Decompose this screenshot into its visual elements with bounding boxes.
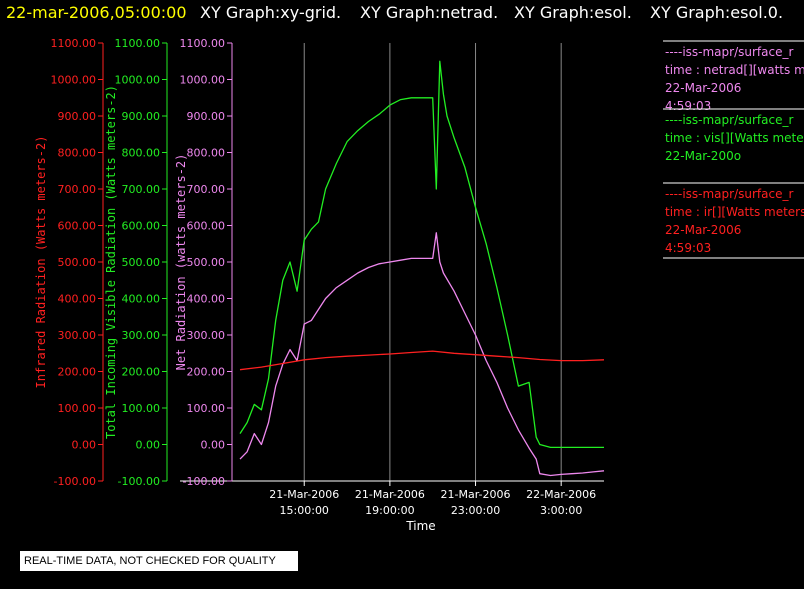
y-tick-label-ir: 700.00 [58, 183, 97, 196]
y-tick-label-vis: 100.00 [122, 402, 161, 415]
axes: 21-Mar-2006 15:00:00 21-Mar-2006 19:00:00 21… [34, 37, 604, 517]
tab-esol-0[interactable]: XY Graph:esol.0. [650, 3, 783, 22]
y-tick-label-vis: -100.00 [118, 475, 160, 488]
y-tick-label-ir: -100.00 [54, 475, 96, 488]
y-tick-label-net: 1100.00 [180, 37, 226, 50]
y-tick-label-vis: 700.00 [122, 183, 161, 196]
y-tick-label-net: 1000.00 [180, 74, 226, 87]
x-tick-date: 21-Mar-2006 [441, 488, 511, 501]
y-axis-label-vis: Total Incoming Visible Radiation (Watts … [104, 85, 118, 439]
x-tick-date: 21-Mar-2006 [355, 488, 425, 501]
y-tick-label-ir: 0.00 [72, 439, 97, 452]
x-tick-time: 23:00:00 [451, 504, 500, 517]
y-tick-label-net: -100.00 [183, 475, 225, 488]
y-tick-label-vis: 500.00 [122, 256, 161, 269]
series-line-ir [239, 350, 605, 371]
legend-entry-ir-line: ----iss-mapr/surface_r [665, 187, 793, 201]
y-tick-label-ir: 300.00 [58, 329, 97, 342]
y-tick-label-vis: 300.00 [122, 329, 161, 342]
legend-entry-vis-line: time : vis[][Watts mete [665, 131, 804, 145]
y-tick-label-net: 200.00 [187, 366, 226, 379]
legend-entry-vis-line: ----iss-mapr/surface_r [665, 113, 793, 127]
series-line-vis [239, 60, 604, 449]
y-axis-label-net: Net Radiation (watts meters-2) [174, 154, 188, 371]
y-tick-label-vis: 0.00 [136, 439, 161, 452]
y-tick-label-ir: 100.00 [58, 402, 97, 415]
x-tick-date: 21-Mar-2006 [269, 488, 339, 501]
y-tick-label-vis: 400.00 [122, 293, 161, 306]
x-tick-time: 3:00:00 [540, 504, 582, 517]
x-axis-label: Time [405, 519, 435, 533]
y-tick-label-net: 0.00 [201, 439, 226, 452]
y-tick-label-net: 900.00 [187, 110, 226, 123]
y-tick-label-net: 400.00 [187, 293, 226, 306]
y-tick-label-ir: 1100.00 [51, 37, 97, 50]
legend-entry-net-line: time : netrad[][watts m [665, 63, 804, 77]
legend-entry-net-line: ----iss-mapr/surface_r [665, 45, 793, 59]
y-tick-label-ir: 200.00 [58, 366, 97, 379]
legend-entry-ir-line: 22-Mar-2006 [665, 223, 741, 237]
y-tick-label-net: 600.00 [187, 220, 226, 233]
y-tick-label-vis: 1000.00 [115, 74, 161, 87]
y-tick-label-net: 300.00 [187, 329, 226, 342]
y-tick-label-net: 500.00 [187, 256, 226, 269]
y-tick-label-ir: 1000.00 [51, 74, 97, 87]
legend-entry-net-line: 4:59:03 [665, 99, 711, 113]
legend-entry-ir-line: time : ir[][Watts meters [665, 205, 804, 219]
y-tick-label-vis: 200.00 [122, 366, 161, 379]
tab-netrad[interactable]: XY Graph:netrad. [360, 3, 498, 22]
y-tick-label-net: 100.00 [187, 402, 226, 415]
legend-entry-ir-line: 4:59:03 [665, 241, 711, 255]
series-lines [239, 60, 605, 477]
y-tick-label-ir: 500.00 [58, 256, 97, 269]
y-tick-label-ir: 800.00 [58, 147, 97, 160]
y-tick-label-ir: 400.00 [58, 293, 97, 306]
y-tick-label-net: 800.00 [187, 147, 226, 160]
x-tick-date: 22-Mar-2006 [526, 488, 596, 501]
legend-entry-vis-line: 22-Mar-200o [665, 149, 741, 163]
tab-xy-grid[interactable]: XY Graph:xy-grid. [200, 3, 341, 22]
y-tick-label-ir: 900.00 [58, 110, 97, 123]
y-tick-label-net: 700.00 [187, 183, 226, 196]
x-tick-time: 19:00:00 [365, 504, 414, 517]
series-line-net [239, 232, 605, 477]
y-axis-label-ir: Infrared Radiation (Watts meters-2) [34, 136, 48, 389]
y-tick-label-vis: 800.00 [122, 147, 161, 160]
y-tick-label-vis: 1100.00 [115, 37, 161, 50]
quality-notice: REAL-TIME DATA, NOT CHECKED FOR QUALITY [20, 551, 298, 571]
y-tick-label-ir: 600.00 [58, 220, 97, 233]
y-tick-label-vis: 600.00 [122, 220, 161, 233]
tab-esol[interactable]: XY Graph:esol. [514, 3, 632, 22]
legend-entry-net-line: 22-Mar-2006 [665, 81, 741, 95]
y-tick-label-vis: 900.00 [122, 110, 161, 123]
x-tick-time: 15:00:00 [280, 504, 329, 517]
grid-lines [303, 43, 562, 481]
header-timestamp: 22-mar-2006,05:00:00 [6, 3, 187, 22]
